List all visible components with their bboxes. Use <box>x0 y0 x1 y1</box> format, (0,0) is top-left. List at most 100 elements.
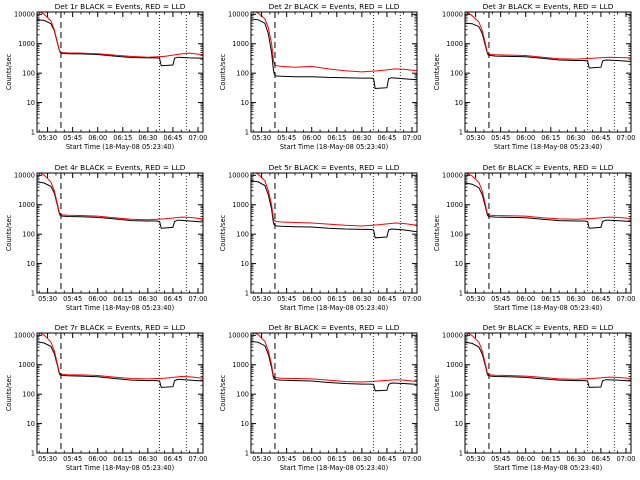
chart-9-y-axis-label: Counts/sec <box>433 374 441 411</box>
chart-5-x-tick-label: 06:00 <box>302 295 321 303</box>
chart-3-x-tick-label: 06:30 <box>566 134 585 142</box>
chart-5-series-lld-line <box>254 173 417 227</box>
chart-4-x-tick-label: 06:15 <box>113 295 132 303</box>
chart-9-x-tick-label: 05:45 <box>491 455 510 463</box>
chart-3-y-tick-label: 100 <box>450 69 463 77</box>
chart-2-x-tick-label: 06:30 <box>352 134 371 142</box>
chart-7-x-tick-label: 06:00 <box>88 455 107 463</box>
chart-6-x-tick-label: 07:00 <box>616 295 635 303</box>
chart-9-plot-frame <box>464 332 632 454</box>
chart-6-y-axis-label: Counts/sec <box>433 214 441 251</box>
chart-4-x-axis-label: Start Time (18-May-08 05:23:40) <box>66 304 174 312</box>
chart-6-x-tick-label: 06:45 <box>591 295 610 303</box>
chart-4-y-tick-label: 10000 <box>14 172 35 180</box>
chart-8-y-tick-label: 10 <box>241 420 249 428</box>
chart-8-x-tick-label: 06:45 <box>377 455 396 463</box>
chart-8-y-tick-label: 1 <box>245 449 249 457</box>
chart-7-y-tick-label: 1 <box>31 449 35 457</box>
chart-2-x-tick-label: 06:00 <box>302 134 321 142</box>
chart-1-y-tick-label: 10000 <box>14 11 35 19</box>
chart-5-x-tick-label: 05:45 <box>277 295 296 303</box>
chart-6-y-tick-label: 1 <box>459 289 463 297</box>
chart-9-y-tick-label: 10000 <box>442 332 463 340</box>
chart-5-y-tick-label: 1 <box>245 289 249 297</box>
chart-7-x-tick-label: 06:45 <box>163 455 182 463</box>
chart-7-x-tick-label: 05:45 <box>63 455 82 463</box>
chart-4-y-tick-label: 10 <box>27 260 35 268</box>
chart-1-x-tick-label: 06:30 <box>138 134 157 142</box>
chart-8-plot-frame <box>250 332 418 454</box>
chart-4-x-tick-label: 06:45 <box>163 295 182 303</box>
chart-7-y-tick-label: 1000 <box>18 361 35 369</box>
chart-2-x-tick-label: 06:15 <box>327 134 346 142</box>
chart-8-y-axis-label: Counts/sec <box>219 374 227 411</box>
chart-3-series-lld-line <box>465 12 631 60</box>
chart-5-x-tick-label: 07:00 <box>402 295 421 303</box>
chart-9-series-lld-line <box>466 333 631 380</box>
chart-2-x-tick-label: 06:45 <box>377 134 396 142</box>
chart-5-y-axis-label: Counts/sec <box>219 214 227 251</box>
chart-4-x-tick-label: 05:45 <box>63 295 82 303</box>
chart-5-x-tick-label: 06:15 <box>327 295 346 303</box>
chart-1-y-tick-label: 10 <box>27 99 35 107</box>
chart-9-y-tick-label: 1000 <box>446 361 463 369</box>
chart-8-x-tick-label: 05:30 <box>252 455 271 463</box>
chart-7-y-axis-label: Counts/sec <box>5 374 13 411</box>
chart-6-y-tick-label: 10000 <box>442 172 463 180</box>
chart-3-y-tick-label: 1000 <box>446 40 463 48</box>
chart-2-x-tick-label: 07:00 <box>402 134 421 142</box>
chart-1-x-tick-label: 06:45 <box>163 134 182 142</box>
chart-7-title: Det 7r BLACK = Events, RED = LLD <box>55 323 186 332</box>
chart-9-x-tick-label: 06:15 <box>541 455 560 463</box>
chart-4-title: Det 4r BLACK = Events, RED = LLD <box>55 163 186 172</box>
chart-2-x-axis-label: Start Time (18-May-08 05:23:40) <box>280 143 388 151</box>
chart-5-x-tick-label: 06:30 <box>352 295 371 303</box>
chart-5-y-tick-label: 1000 <box>232 201 249 209</box>
chart-5-x-axis-label: Start Time (18-May-08 05:23:40) <box>280 304 388 312</box>
chart-6-x-tick-label: 05:45 <box>491 295 510 303</box>
chart-4-x-tick-label: 07:00 <box>188 295 207 303</box>
chart-1-x-tick-label: 06:00 <box>88 134 107 142</box>
chart-1-title: Det 1r BLACK = Events, RED = LLD <box>55 2 186 11</box>
chart-3-x-tick-label: 06:15 <box>541 134 560 142</box>
chart-9-x-axis-label: Start Time (18-May-08 05:23:40) <box>494 464 602 472</box>
chart-6-title: Det 6r BLACK = Events, RED = LLD <box>483 163 614 172</box>
chart-2-title: Det 2r BLACK = Events, RED = LLD <box>269 2 400 11</box>
chart-9-y-tick-label: 10 <box>455 420 463 428</box>
chart-3-title: Det 3r BLACK = Events, RED = LLD <box>483 2 614 11</box>
chart-1-y-axis-label: Counts/sec <box>5 53 13 90</box>
chart-4-y-axis-label: Counts/sec <box>5 214 13 251</box>
chart-8-title: Det 8r BLACK = Events, RED = LLD <box>269 323 400 332</box>
chart-6-y-tick-label: 10 <box>455 260 463 268</box>
chart-7-y-tick-label: 100 <box>22 390 35 398</box>
chart-4-x-tick-label: 06:30 <box>138 295 157 303</box>
chart-2-x-tick-label: 05:45 <box>277 134 296 142</box>
chart-2-plot-frame <box>250 11 418 133</box>
chart-9-x-tick-label: 07:00 <box>616 455 635 463</box>
chart-4-y-tick-label: 1 <box>31 289 35 297</box>
chart-4-series-lld-line <box>39 173 203 221</box>
chart-7-x-tick-label: 07:00 <box>188 455 207 463</box>
chart-7-x-tick-label: 06:15 <box>113 455 132 463</box>
chart-6-x-tick-label: 06:15 <box>541 295 560 303</box>
chart-3-plot-frame <box>464 11 632 133</box>
chart-3-x-tick-label: 06:00 <box>516 134 535 142</box>
chart-3-x-tick-label: 07:00 <box>616 134 635 142</box>
chart-4-y-tick-label: 1000 <box>18 201 35 209</box>
chart-3-series-events-line <box>465 22 631 69</box>
chart-8-x-tick-label: 07:00 <box>402 455 421 463</box>
chart-3-x-axis-label: Start Time (18-May-08 05:23:40) <box>494 143 602 151</box>
chart-6-x-tick-label: 06:30 <box>566 295 585 303</box>
chart-3-y-axis-label: Counts/sec <box>433 53 441 90</box>
chart-8-series-events-line <box>251 340 417 392</box>
chart-7-x-axis-label: Start Time (18-May-08 05:23:40) <box>66 464 174 472</box>
chart-2-y-axis-label: Counts/sec <box>219 53 227 90</box>
chart-8-x-tick-label: 05:45 <box>277 455 296 463</box>
chart-4-plot-frame <box>36 172 204 294</box>
chart-1-x-tick-label: 06:15 <box>113 134 132 142</box>
chart-4-x-tick-label: 05:30 <box>38 295 57 303</box>
chart-5-series-events-line <box>251 180 417 239</box>
chart-9-y-tick-label: 1 <box>459 449 463 457</box>
chart-2-y-tick-label: 1000 <box>232 40 249 48</box>
